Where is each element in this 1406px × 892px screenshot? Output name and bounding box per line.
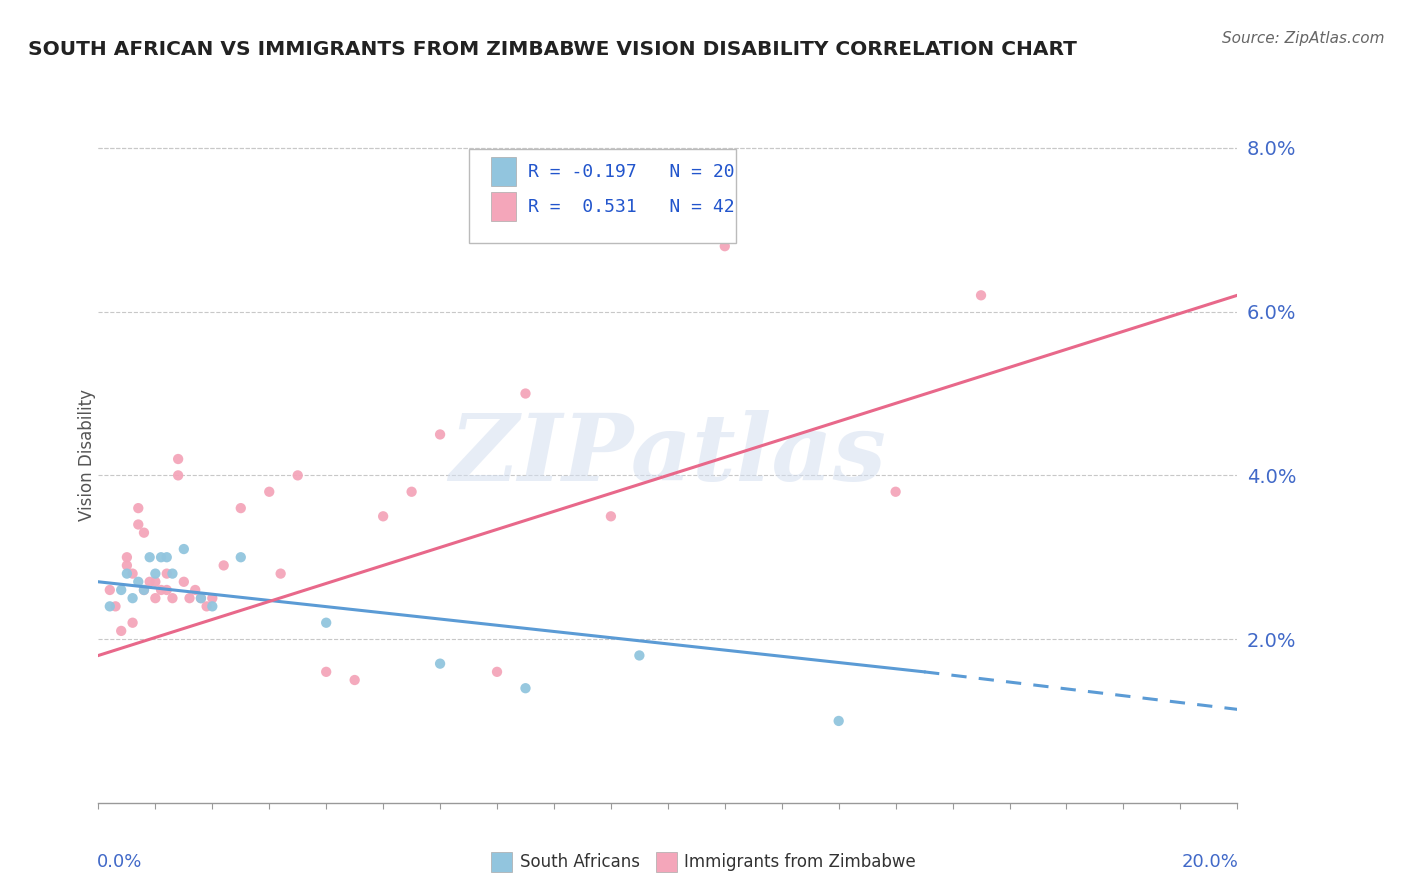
Point [884,484,907,499]
Point [138,550,160,565]
Point [110,624,132,638]
Point [515,681,537,696]
Point [714,239,737,253]
Text: 20.0%: 20.0% [1181,853,1239,871]
FancyBboxPatch shape [468,149,737,243]
Point [104,599,127,614]
Point [132,582,155,597]
Text: 0.0%: 0.0% [97,853,142,871]
Point [150,582,173,597]
Point [201,591,224,606]
Point [828,714,851,728]
FancyBboxPatch shape [491,852,512,872]
Point [259,484,281,499]
Point [127,574,149,589]
Point [127,517,149,532]
Point [315,665,337,679]
Point [229,501,252,516]
Point [98,599,121,614]
Point [156,550,179,565]
Y-axis label: Vision Disability: Vision Disability [79,389,96,521]
Text: Source: ZipAtlas.com: Source: ZipAtlas.com [1222,31,1385,46]
Point [179,591,201,606]
Point [115,566,138,581]
Point [373,509,395,524]
Point [195,599,218,614]
Point [486,665,509,679]
FancyBboxPatch shape [491,192,516,221]
Point [173,574,195,589]
Point [429,427,451,442]
FancyBboxPatch shape [491,157,516,186]
Point [970,288,993,302]
Point [121,566,143,581]
Point [600,509,623,524]
Point [145,574,167,589]
Point [229,550,252,565]
Point [145,591,167,606]
Point [212,558,235,573]
Point [121,615,143,630]
Point [121,591,143,606]
Point [138,574,160,589]
Point [270,566,292,581]
Point [167,468,190,483]
Text: SOUTH AFRICAN VS IMMIGRANTS FROM ZIMBABWE VISION DISABILITY CORRELATION CHART: SOUTH AFRICAN VS IMMIGRANTS FROM ZIMBABW… [28,40,1077,59]
Point [162,591,184,606]
Point [115,550,138,565]
FancyBboxPatch shape [657,852,676,872]
Point [150,550,173,565]
Point [156,566,179,581]
Point [628,648,651,663]
Point [132,525,155,540]
Point [110,582,132,597]
Point [156,582,179,597]
Point [127,501,149,516]
Point [429,657,451,671]
Point [201,599,224,614]
Point [173,542,195,557]
Text: South Africans: South Africans [520,853,640,871]
Point [184,582,207,597]
Point [287,468,309,483]
Point [98,582,121,597]
Point [115,558,138,573]
Point [515,386,537,401]
Point [145,566,167,581]
Text: R = -0.197   N = 20: R = -0.197 N = 20 [527,162,734,180]
Point [401,484,423,499]
Point [167,452,190,467]
Point [343,673,366,687]
Point [190,591,212,606]
Point [132,582,155,597]
Text: ZIPatlas: ZIPatlas [450,410,886,500]
Point [190,591,212,606]
Text: R =  0.531   N = 42: R = 0.531 N = 42 [527,198,734,216]
Point [315,615,337,630]
Point [162,566,184,581]
Text: Immigrants from Zimbabwe: Immigrants from Zimbabwe [683,853,915,871]
